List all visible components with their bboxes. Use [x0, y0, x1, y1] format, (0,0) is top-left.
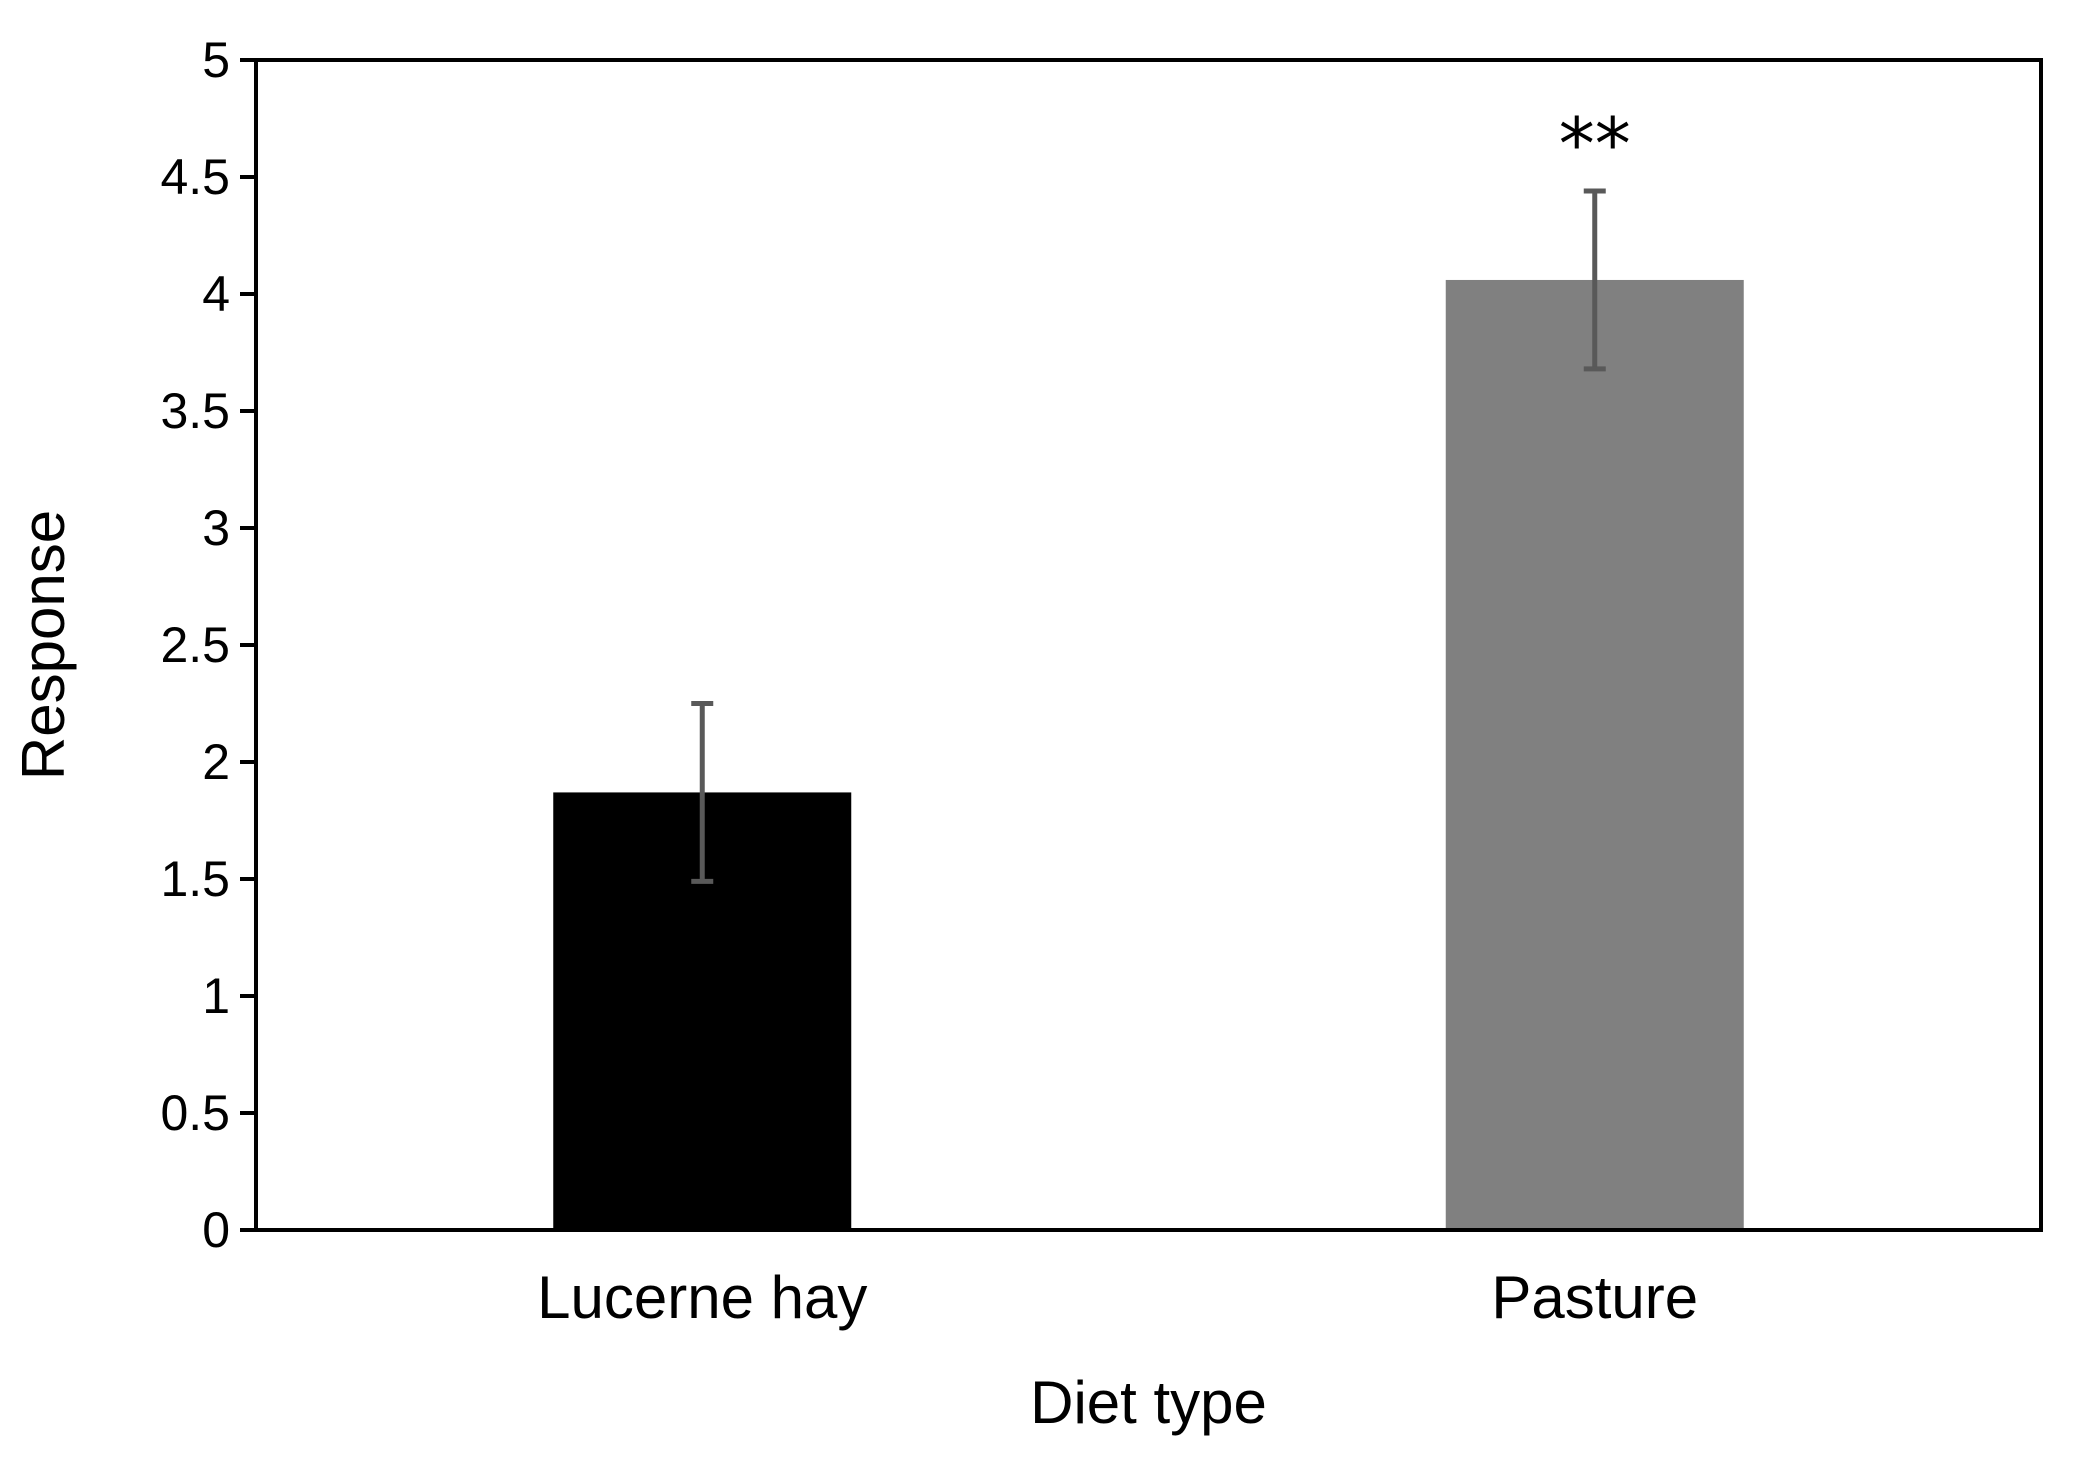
y-tick-label: 0 — [202, 1202, 230, 1258]
significance-annotation: ** — [1559, 102, 1631, 186]
y-tick-label: 1.5 — [160, 851, 230, 907]
bars-layer — [553, 279, 1744, 1231]
y-axis-title: Response — [10, 510, 77, 780]
y-tick-label: 3.5 — [160, 383, 230, 439]
y-tick-label: 5 — [202, 32, 230, 88]
y-tick-label: 3 — [202, 500, 230, 556]
y-tick-label: 2.5 — [160, 617, 230, 673]
x-axis-title: Diet type — [1030, 1369, 1267, 1436]
y-tick-label: 4.5 — [160, 149, 230, 205]
y-tick-label: 4 — [202, 266, 230, 322]
x-axis-tick-labels: Lucerne hay Pasture — [537, 1264, 1698, 1331]
y-axis-ticks: 0 0.5 1 1.5 2 2.5 3 3.5 4 4.5 5 — [160, 32, 256, 1258]
y-tick-label: 1 — [202, 968, 230, 1024]
annotations-layer: ** — [1559, 102, 1631, 186]
y-tick-label: 0.5 — [160, 1085, 230, 1141]
bar — [1445, 279, 1744, 1231]
error-bars-layer — [691, 188, 1606, 884]
x-tick-label: Lucerne hay — [537, 1264, 867, 1331]
y-tick-label: 2 — [202, 734, 230, 790]
plot-area-frame — [254, 58, 2043, 1232]
x-tick-label: Pasture — [1491, 1264, 1698, 1331]
